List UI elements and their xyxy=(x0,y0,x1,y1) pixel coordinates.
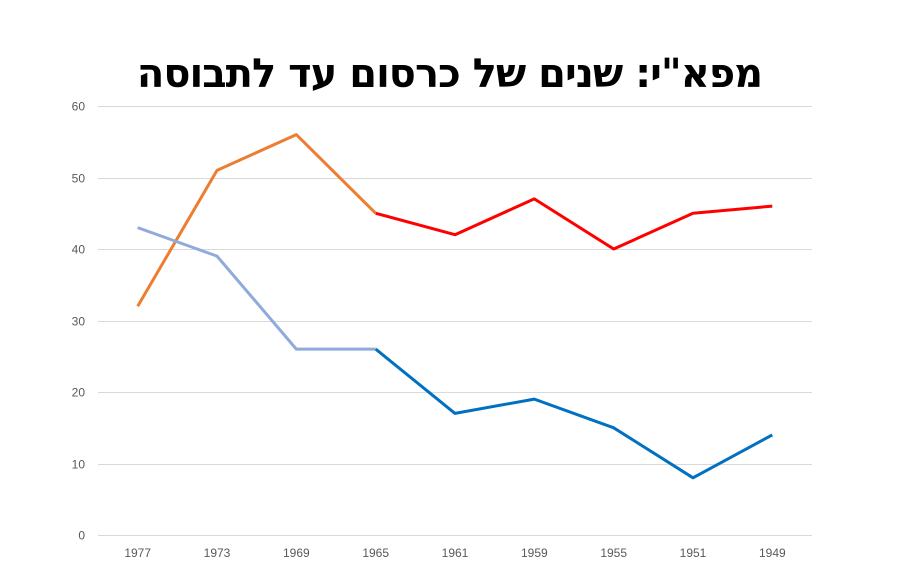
upper-series-line xyxy=(136,133,377,307)
x-tick-label: 1951 xyxy=(680,546,707,560)
x-tick-label: 1969 xyxy=(283,546,310,560)
upper-series-line xyxy=(375,197,773,251)
y-axis-ticks: 0 10 20 30 40 50 60 xyxy=(72,100,86,543)
x-axis-ticks: 1977 1973 1969 1965 1961 1959 1955 1951 1949 xyxy=(124,546,786,560)
x-tick-label: 1955 xyxy=(600,546,627,560)
y-tick-label: 50 xyxy=(72,172,86,186)
x-tick-label: 1977 xyxy=(124,546,151,560)
y-tick-label: 20 xyxy=(72,386,86,400)
y-tick-label: 60 xyxy=(72,100,86,114)
y-tick-label: 0 xyxy=(78,529,85,543)
x-tick-label: 1973 xyxy=(204,546,231,560)
x-tick-label: 1961 xyxy=(442,546,469,560)
chart-title: מפא"י: שנים של כרסום עד לתבוסה xyxy=(136,51,763,97)
series-lines xyxy=(136,133,774,480)
lower-series-line xyxy=(137,226,376,351)
y-tick-label: 30 xyxy=(72,315,86,329)
y-tick-label: 40 xyxy=(72,243,86,257)
gridlines xyxy=(98,106,812,536)
x-tick-label: 1949 xyxy=(759,546,786,560)
x-tick-label: 1959 xyxy=(521,546,548,560)
x-tick-label: 1965 xyxy=(362,546,389,560)
lower-series-line xyxy=(374,347,774,480)
y-tick-label: 10 xyxy=(72,458,86,472)
